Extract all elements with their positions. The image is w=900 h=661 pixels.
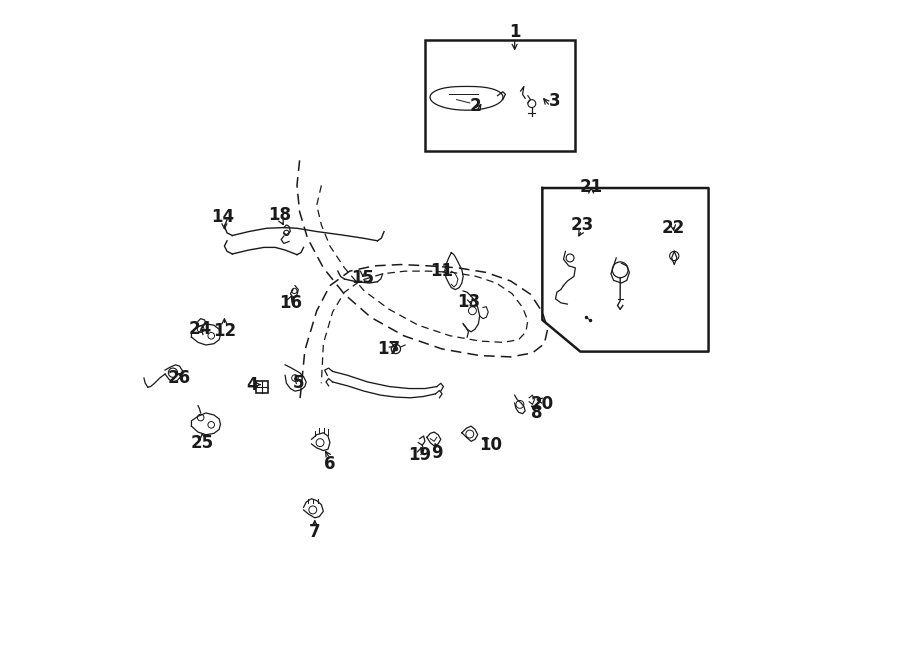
Text: 10: 10 [480, 436, 502, 454]
Text: 13: 13 [457, 293, 480, 311]
Text: 3: 3 [548, 92, 560, 110]
Text: 8: 8 [531, 404, 543, 422]
Text: 19: 19 [408, 446, 431, 463]
Text: 6: 6 [324, 455, 336, 473]
Text: 7: 7 [309, 523, 320, 541]
Text: 12: 12 [213, 321, 236, 340]
Text: 4: 4 [247, 375, 258, 393]
Text: 1: 1 [508, 23, 520, 42]
Text: 11: 11 [430, 262, 454, 280]
Text: 5: 5 [292, 374, 304, 392]
Text: 2: 2 [469, 97, 481, 115]
Text: 18: 18 [268, 206, 292, 224]
Text: 20: 20 [531, 395, 554, 413]
Text: 14: 14 [211, 208, 234, 226]
Text: 25: 25 [191, 434, 214, 451]
Text: 9: 9 [431, 444, 443, 461]
Text: 22: 22 [662, 219, 685, 237]
Text: 23: 23 [571, 216, 593, 234]
Bar [425, 40, 575, 151]
Text: 15: 15 [351, 269, 374, 287]
Text: 21: 21 [580, 178, 603, 196]
Text: 24: 24 [189, 320, 212, 338]
Text: 26: 26 [168, 369, 191, 387]
Bar [256, 381, 268, 393]
Text: 16: 16 [279, 293, 302, 312]
Circle shape [394, 347, 398, 351]
Text: 17: 17 [377, 340, 400, 358]
